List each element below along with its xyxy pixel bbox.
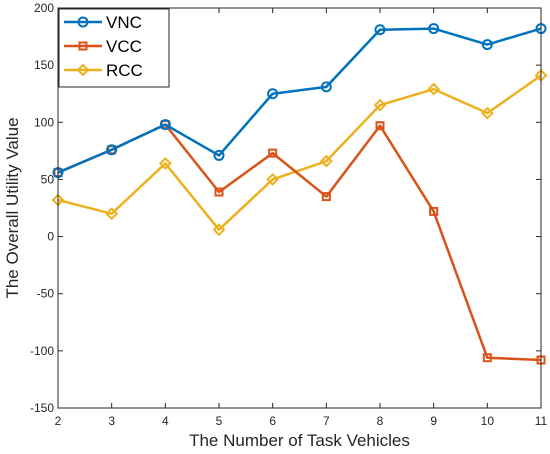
legend-entry-rcc: RCC [64, 61, 143, 80]
legend-marker [76, 63, 90, 77]
x-tick-label: 4 [162, 414, 169, 428]
data-point [427, 82, 441, 96]
series-layer [51, 23, 548, 365]
x-tick-label: 6 [269, 414, 276, 428]
data-point [212, 223, 226, 237]
data-point [266, 173, 280, 186]
y-tick-label: 200 [34, 1, 54, 15]
y-axis-label: The Overall Utility Value [3, 117, 22, 298]
y-tick-label: 50 [41, 172, 55, 186]
data-point [267, 88, 279, 100]
data-point [374, 24, 386, 36]
legend-label: VNC [106, 13, 142, 32]
legend-entry-vnc: VNC [64, 13, 142, 32]
legend-entry-vcc: VCC [64, 37, 142, 56]
data-point [159, 119, 171, 131]
data-point [214, 187, 224, 197]
legend-label: VCC [106, 37, 142, 56]
data-point [158, 157, 172, 170]
data-point [105, 207, 119, 221]
y-tick-label: -150 [30, 401, 54, 415]
y-tick-label: -100 [30, 344, 54, 358]
x-tick-label: 3 [108, 414, 115, 428]
series-line [57, 27, 542, 174]
data-point [482, 353, 492, 363]
legend-label: RCC [106, 61, 143, 80]
legend: VNC VCC RCC [58, 8, 170, 88]
x-tick-label: 7 [323, 414, 330, 428]
y-axis-ticks: -150 -100 -50 0 50 100 150 200 [30, 1, 541, 415]
x-tick-label: 5 [216, 414, 223, 428]
legend-marker [77, 16, 89, 28]
series-line [57, 74, 542, 231]
x-axis-ticks: 2 3 4 5 6 7 8 9 10 11 [55, 8, 548, 428]
x-tick-label: 9 [430, 414, 437, 428]
data-point [213, 149, 225, 161]
x-tick-label: 10 [481, 414, 495, 428]
data-point [481, 39, 493, 51]
y-tick-label: 150 [34, 58, 54, 72]
plot-frame [57, 7, 542, 409]
data-point [429, 206, 439, 216]
data-point [321, 192, 331, 202]
data-point [319, 154, 333, 168]
y-tick-label: 0 [47, 230, 54, 244]
x-axis-label: The Number of Task Vehicles [189, 431, 410, 450]
x-tick-label: 8 [377, 414, 384, 428]
data-point [106, 144, 118, 156]
legend-marker [78, 41, 88, 51]
data-point [428, 23, 440, 35]
x-tick-label: 2 [55, 414, 62, 428]
data-point [268, 148, 278, 158]
x-tick-label: 11 [535, 414, 548, 428]
data-point [320, 81, 332, 93]
data-point [373, 98, 387, 112]
data-point [375, 121, 385, 131]
series-rcc [51, 69, 548, 237]
y-tick-label: -50 [37, 287, 55, 301]
data-point [480, 106, 494, 120]
y-tick-label: 100 [34, 115, 54, 129]
